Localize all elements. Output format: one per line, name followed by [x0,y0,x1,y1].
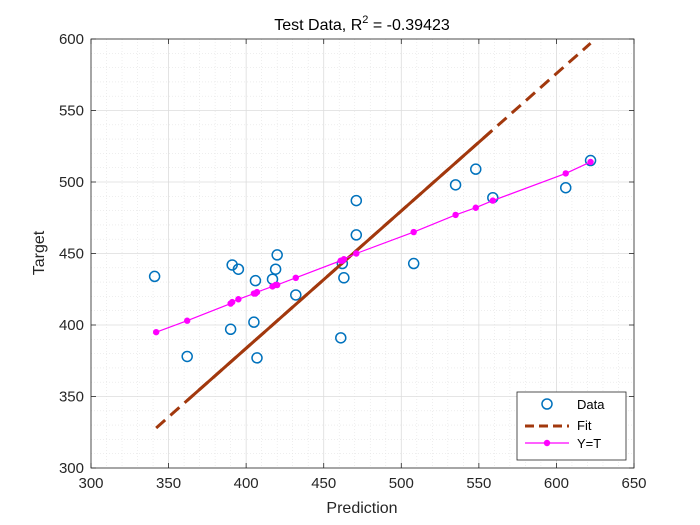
y-equals-t-point [587,158,594,166]
y-equals-t-series [152,158,594,336]
x-tick-label: 500 [389,475,414,492]
y-axis-ticks: 300 350 400 450 500 550 600 [59,31,634,477]
data-point [449,179,462,191]
data-point [232,263,245,275]
data-point [251,352,263,364]
y-equals-t-point [152,328,160,336]
y-tick-label: 450 [59,246,84,263]
data-series [148,154,597,364]
x-tick-label: 600 [544,475,569,492]
y-equals-t-point [292,274,299,282]
y-equals-t-line [155,161,591,333]
y-tick-label: 350 [59,389,84,406]
x-tick-label: 350 [156,475,181,492]
x-axis-ticks: 300 350 400 450 500 550 600 650 [78,39,647,492]
y-equals-t-point [253,288,261,296]
x-tick-label: 650 [621,475,646,492]
y-tick-label: 300 [59,460,84,477]
y-equals-t-point [353,250,360,257]
data-point [181,350,193,363]
y-equals-t-point [340,256,348,263]
y-axis-label: Target [31,230,48,275]
x-tick-label: 300 [78,475,103,492]
legend-data-marker [541,398,553,410]
data-point [269,263,282,275]
data-point [470,163,482,175]
y-equals-t-point [489,197,497,204]
y-equals-t-point [472,204,479,211]
y-equals-t-point [235,296,242,303]
y-tick-label: 500 [59,174,84,191]
x-tick-label: 400 [234,475,259,492]
data-point [559,181,572,194]
y-tick-label: 400 [59,317,84,334]
chart-title-superscript: 2 [362,14,368,26]
chart-title-suffix: = -0.39423 [368,17,450,34]
legend: Data Fit Y=T [516,391,627,461]
legend-box [516,391,627,461]
fit-series [155,42,592,430]
y-equals-t-point [452,211,459,219]
data-point [249,274,262,287]
y-equals-t-point [228,298,236,306]
data-point [248,316,260,328]
legend-fit-label: Fit [577,418,592,433]
data-point [407,257,420,270]
data-point [148,270,161,283]
chart-title-prefix: Test Data, R [274,17,362,34]
fit-line-solid [186,130,493,402]
data-point [338,272,350,284]
chart-title: Test Data, R2 = -0.39423 [274,14,450,34]
y-equals-t-point [562,170,569,177]
data-point [350,194,363,207]
y-equals-t-point [273,281,281,289]
data-point [350,229,363,241]
data-point [271,249,283,261]
legend-yt-label: Y=T [577,436,601,451]
data-point [335,332,347,344]
y-tick-label: 600 [59,31,84,48]
y-equals-t-point [410,228,417,236]
x-tick-label: 550 [466,475,491,492]
x-axis-label: Prediction [326,500,397,517]
data-point [224,323,237,336]
legend-yt-marker [543,439,551,447]
y-equals-t-point [183,317,191,324]
x-tick-label: 450 [311,475,336,492]
data-point [290,289,302,301]
legend-data-label: Data [577,397,605,412]
data-point [584,154,597,167]
y-tick-label: 550 [59,103,84,120]
